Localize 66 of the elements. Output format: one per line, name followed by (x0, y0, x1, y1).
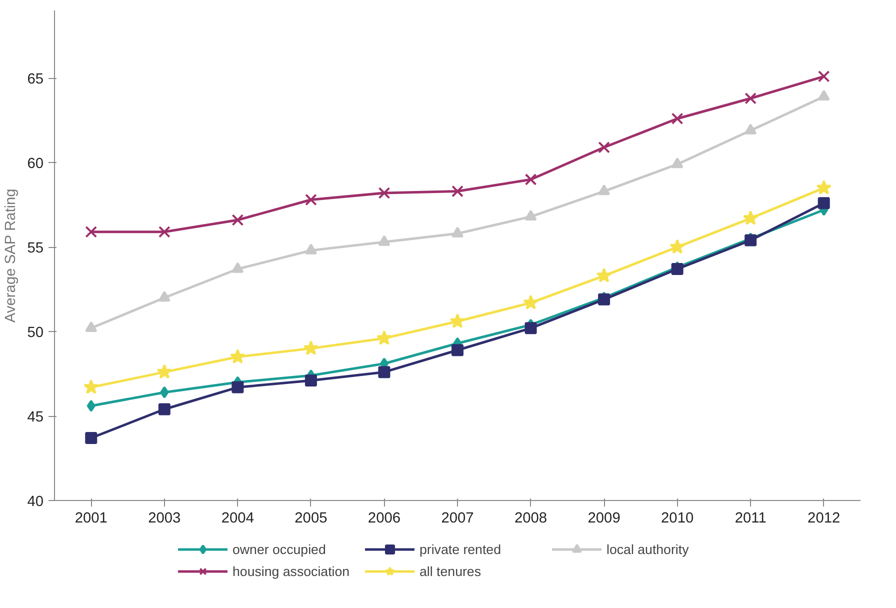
point (818, 70, 830, 82)
x-tick-label: 2011 (734, 510, 766, 526)
x-tick-label: 2005 (294, 510, 328, 526)
point (85, 432, 98, 444)
y-tick-label: 65 (27, 72, 44, 88)
y-tick-label: 50 (27, 325, 44, 342)
point (85, 321, 98, 332)
y-tick-label: 60 (27, 156, 44, 172)
point (156, 364, 172, 379)
point (742, 210, 758, 225)
point (671, 157, 684, 168)
x-tick-label: 2007 (441, 510, 474, 526)
point (524, 174, 537, 186)
y-axis-title: Average SAP Rating (3, 188, 20, 323)
point (744, 124, 757, 134)
x-tick-label: 2001 (74, 510, 108, 526)
point (598, 141, 610, 154)
y-tick-label: 45 (27, 410, 44, 426)
point (230, 348, 246, 364)
legend-label: owner occupied (232, 542, 327, 556)
point (452, 185, 464, 198)
x-tick-label: 2003 (148, 510, 181, 526)
point (376, 330, 392, 345)
point (524, 322, 537, 334)
point (670, 239, 685, 254)
x-tick-label: 2004 (221, 510, 254, 526)
point (86, 400, 96, 412)
x-tick-label: 2009 (588, 510, 620, 526)
point (671, 112, 684, 125)
x-tick-label: 2008 (514, 510, 548, 526)
point (232, 214, 244, 226)
point (304, 244, 317, 254)
point (452, 226, 464, 238)
point (816, 180, 832, 195)
point (232, 381, 244, 394)
point (232, 262, 244, 273)
legend-label: local authority (606, 542, 690, 556)
legend-label: private rented (420, 542, 502, 556)
point (452, 344, 464, 356)
x-tick-label: 2012 (808, 510, 840, 526)
point (158, 226, 170, 238)
point (158, 403, 170, 416)
point (83, 379, 99, 394)
point (304, 374, 317, 387)
point (744, 92, 757, 104)
point (85, 226, 98, 238)
x-tick-label: 2010 (661, 510, 694, 526)
point (596, 268, 612, 282)
legend-label: housing association (232, 564, 351, 578)
y-tick-label: 55 (27, 240, 44, 257)
point (158, 290, 170, 302)
point (305, 194, 317, 206)
y-tick-label: 40 (27, 494, 44, 510)
point (598, 184, 610, 196)
point (378, 235, 390, 246)
point (818, 197, 830, 210)
point (524, 210, 537, 221)
point (160, 386, 169, 398)
point (523, 294, 538, 310)
point (303, 340, 319, 356)
point (378, 366, 390, 378)
legend-label: all tenures (420, 564, 482, 578)
point (378, 187, 390, 199)
x-tick-label: 2006 (368, 510, 401, 526)
point (450, 313, 466, 328)
point (818, 90, 830, 101)
